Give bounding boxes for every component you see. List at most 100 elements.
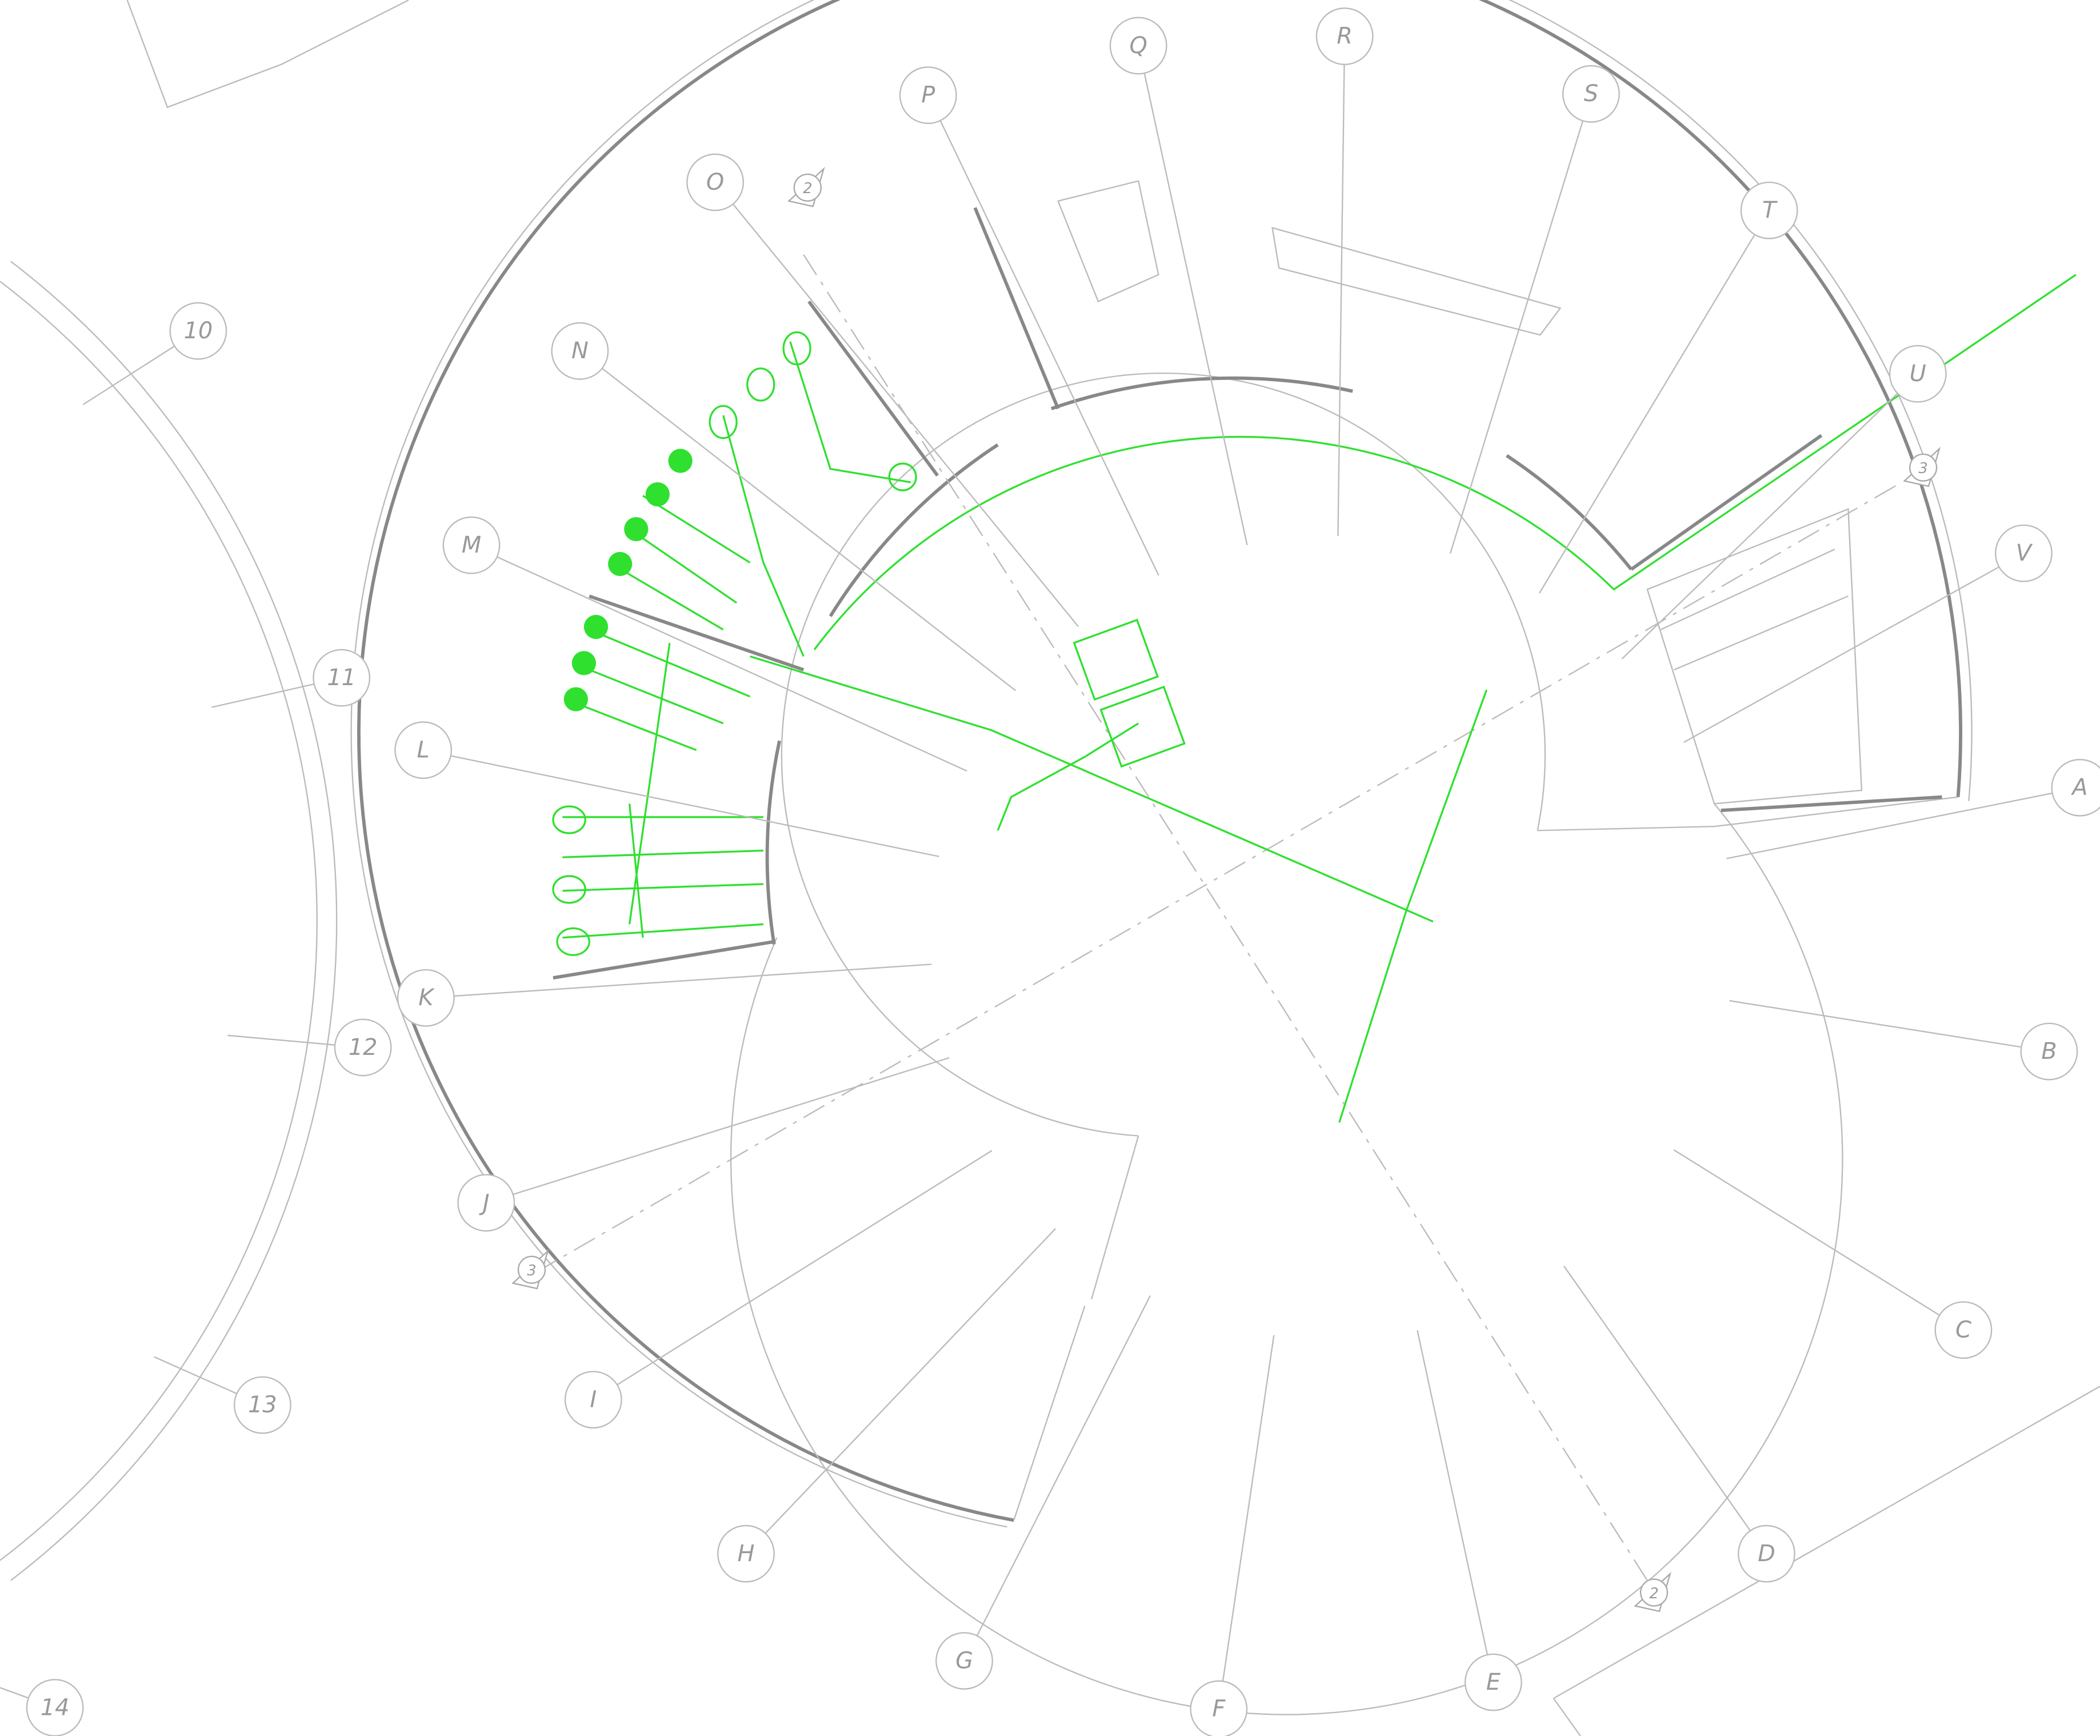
drain <box>1099 685 1186 768</box>
number-bubble-label: 11 <box>327 665 356 691</box>
grid-bubble-label: M <box>462 532 481 558</box>
grid-line <box>1143 73 1248 546</box>
grid-bubble-circle <box>935 1632 993 1690</box>
grid-bubble-circle <box>1464 1653 1522 1711</box>
grid-bubble-circle <box>394 721 453 779</box>
grid-bubble-label: S <box>1584 81 1598 107</box>
grid-line <box>1538 234 1755 594</box>
grid-bubble-circle <box>899 66 957 125</box>
grid-bubble-label: T <box>1762 197 1778 223</box>
number-bubble-label: 12 <box>349 1034 378 1061</box>
section-marker-label: 2 <box>1649 1585 1658 1602</box>
grid-bubble-label: V <box>2016 540 2033 566</box>
grid-line <box>1621 393 1898 659</box>
ring-wall <box>730 803 1843 1715</box>
grid-bubble-label: G <box>955 1647 973 1674</box>
grid-line <box>450 755 939 858</box>
inner-partitions <box>765 376 1633 945</box>
section-marker-circle <box>1639 1578 1669 1607</box>
grid-bubble-circle <box>397 969 455 1027</box>
plumbing <box>552 274 2077 1123</box>
grid-bubble-label: E <box>1486 1669 1501 1695</box>
grid-line <box>617 1150 993 1386</box>
grid-line <box>1726 792 2053 859</box>
grid-line <box>513 1057 950 1195</box>
grid-bubble-circle <box>1995 524 2053 582</box>
grid-line <box>454 963 932 997</box>
grid-bubble-circle <box>442 516 501 574</box>
grid-bubble-label: H <box>737 1541 754 1567</box>
grid-line <box>976 1295 1151 1637</box>
outline <box>1553 1386 2100 1736</box>
grid-line <box>497 556 967 772</box>
grid-line <box>765 1228 1057 1534</box>
outer-arc <box>0 281 318 1561</box>
pipe <box>813 274 2077 650</box>
grid-line <box>732 203 1079 627</box>
grid-line <box>1222 1335 1275 1682</box>
grid-bubble-circle <box>1562 65 1620 123</box>
grid-line <box>601 367 1017 691</box>
grid-bubble-label: K <box>418 985 435 1011</box>
walls <box>1013 796 1958 1521</box>
grid-bubble-label: R <box>1337 23 1353 49</box>
stair <box>1646 508 1863 805</box>
grid-bubble-circle <box>2051 758 2100 817</box>
section-marker-label: 2 <box>803 180 812 197</box>
grid-bubble-label: C <box>1955 1317 1971 1343</box>
grid-bubble-label: U <box>1910 361 1926 387</box>
number-bubble-label: 10 <box>184 318 213 344</box>
grid-bubble-circle <box>551 322 609 380</box>
section-marker-circle <box>517 1255 546 1284</box>
toilets <box>552 331 917 956</box>
grid-bubble-label: Q <box>1130 33 1147 59</box>
pipe <box>562 643 764 939</box>
grid-bubble-label: A <box>2070 774 2087 801</box>
outer-wall <box>357 0 1962 1522</box>
number-bubble-circle <box>233 1376 291 1434</box>
number-bubble-circle <box>169 302 227 360</box>
grid-line <box>1673 1149 1940 1316</box>
section-line <box>535 254 1902 1581</box>
grid-bubble-circle <box>2020 1022 2078 1081</box>
grid-line <box>1337 64 1345 536</box>
number-bubble-circle <box>334 1018 392 1077</box>
grid-line <box>939 120 1159 576</box>
number-bubble-label: 13 <box>248 1392 277 1418</box>
pipe <box>575 341 911 751</box>
grid-bubble-circle <box>1109 17 1167 75</box>
grid-bubble-label: N <box>571 338 589 364</box>
grid-bubble-label: O <box>706 169 724 195</box>
grid-bubble-circle <box>1740 181 1798 239</box>
grid-bubble-circle <box>1889 345 1947 403</box>
grid-bubble-label: P <box>921 82 935 109</box>
grid-bubble-circle <box>1190 1680 1248 1736</box>
fixtures <box>563 449 693 711</box>
grid-bubble-circle <box>564 1371 622 1429</box>
grid-line <box>1729 1000 2022 1048</box>
grid-bubble-circle <box>1315 7 1374 65</box>
drain <box>1073 618 1159 701</box>
outline <box>126 0 409 109</box>
furniture <box>1057 180 1562 336</box>
grid-line <box>1417 1330 1489 1655</box>
core-wall <box>781 373 1546 1137</box>
grid-line <box>1683 566 1999 743</box>
grid-bubble-circle <box>1934 1301 1993 1359</box>
grid-bubble-label: L <box>417 737 430 763</box>
grid-bubble-circle <box>1738 1525 1795 1583</box>
grid-line <box>1449 121 1584 554</box>
grid-bubble-label: I <box>590 1386 597 1413</box>
number-bubble-circle <box>313 649 371 707</box>
section-marker-circle <box>1909 453 1938 482</box>
grid-bubble-circle <box>686 153 744 211</box>
grid-bubble-label: F <box>1212 1696 1226 1722</box>
grid-line <box>1563 1266 1751 1531</box>
grid-bubble-circle <box>717 1525 775 1583</box>
grid-bubble-circle <box>457 1174 515 1232</box>
section-marker-label: 3 <box>527 1262 536 1279</box>
